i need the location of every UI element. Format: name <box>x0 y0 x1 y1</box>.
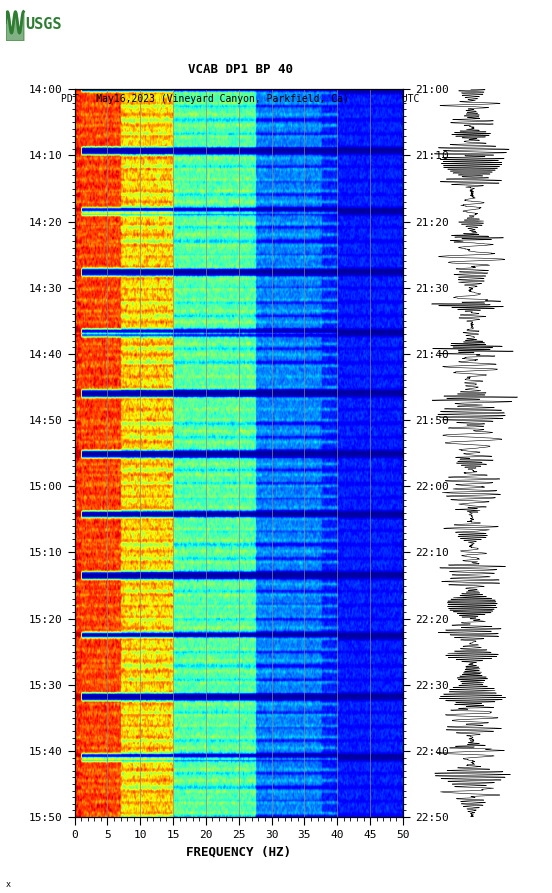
X-axis label: FREQUENCY (HZ): FREQUENCY (HZ) <box>186 846 291 859</box>
Text: USGS: USGS <box>25 17 62 31</box>
Text: x: x <box>6 880 10 889</box>
Text: PDT   May16,2023 (Vineyard Canyon, Parkfield, Ca)         UTC: PDT May16,2023 (Vineyard Canyon, Parkfie… <box>61 94 420 104</box>
Text: VCAB DP1 BP 40: VCAB DP1 BP 40 <box>188 63 293 76</box>
